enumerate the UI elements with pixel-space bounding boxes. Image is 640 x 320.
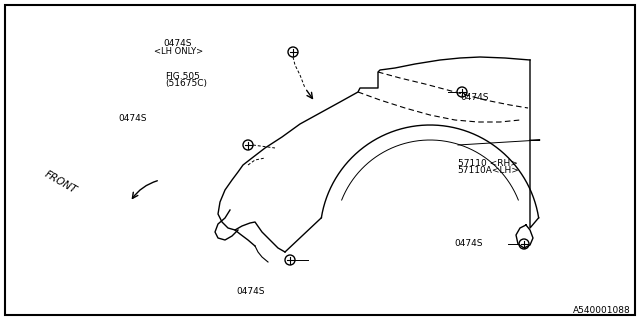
Text: 0474S: 0474S: [237, 287, 266, 296]
Text: FRONT: FRONT: [43, 169, 79, 196]
Text: 57110A<LH>: 57110A<LH>: [458, 166, 520, 175]
Text: 0474S: 0474S: [118, 114, 147, 123]
Text: A540001088: A540001088: [573, 306, 630, 315]
Text: 0474S: 0474S: [454, 239, 483, 248]
Text: 0474S: 0474S: [163, 39, 192, 48]
Text: 0474S: 0474S: [461, 93, 490, 102]
Text: 57110 <RH>: 57110 <RH>: [458, 159, 518, 168]
Text: (51675C): (51675C): [165, 79, 207, 88]
Text: FIG.505: FIG.505: [165, 72, 200, 81]
Text: <LH ONLY>: <LH ONLY>: [154, 47, 203, 56]
